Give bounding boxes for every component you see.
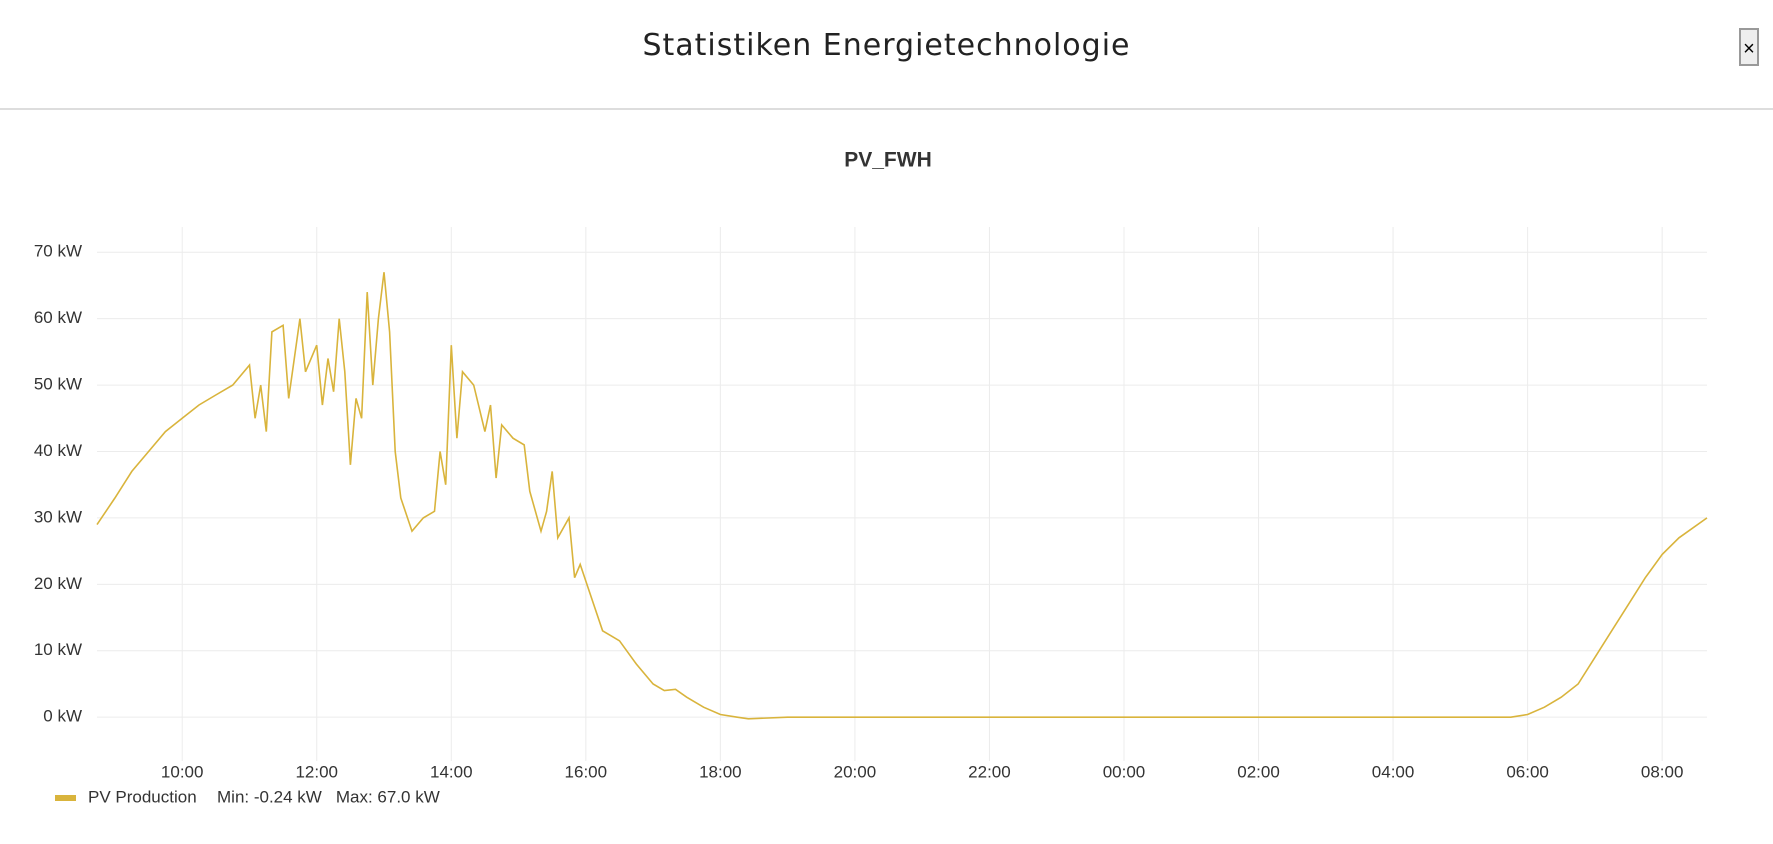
modal-header: Statistiken Energietechnologie × [0, 0, 1773, 110]
x-tick-label: 04:00 [1372, 762, 1415, 781]
x-tick-label: 20:00 [834, 762, 877, 781]
x-tick-label: 22:00 [968, 762, 1011, 781]
y-tick-label: 70 kW [34, 242, 82, 261]
x-tick-label: 02:00 [1237, 762, 1280, 781]
x-tick-label: 16:00 [565, 762, 608, 781]
y-tick-label: 0 kW [43, 707, 82, 726]
y-tick-label: 50 kW [34, 375, 82, 394]
close-button[interactable]: × [1739, 28, 1759, 66]
legend-stat: Min: -0.24 kW [217, 787, 322, 806]
chart-title: PV_FWH [844, 149, 932, 172]
x-tick-label: 08:00 [1641, 762, 1684, 781]
x-tick-label: 10:00 [161, 762, 204, 781]
x-tick-label: 14:00 [430, 762, 473, 781]
y-tick-label: 20 kW [34, 574, 82, 593]
y-tick-label: 60 kW [34, 308, 82, 327]
x-tick-label: 18:00 [699, 762, 742, 781]
x-tick-label: 12:00 [295, 762, 338, 781]
modal-title: Statistiken Energietechnologie [642, 28, 1131, 63]
y-tick-label: 30 kW [34, 507, 82, 526]
series-line [96, 272, 1708, 720]
x-tick-label: 00:00 [1103, 762, 1146, 781]
legend-stat: Max: 67.0 kW [336, 787, 440, 806]
y-tick-label: 10 kW [34, 640, 82, 659]
x-tick-label: 06:00 [1506, 762, 1549, 781]
legend-label: PV Production [88, 787, 197, 806]
legend-swatch [55, 795, 76, 801]
y-tick-label: 40 kW [34, 441, 82, 460]
